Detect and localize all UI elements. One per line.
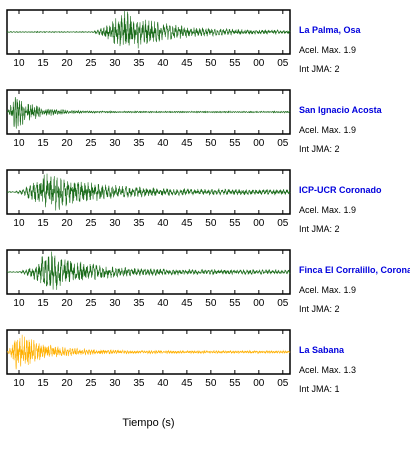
x-tick-label: 15	[37, 218, 49, 229]
int-jma: Int JMA: 2	[299, 304, 340, 314]
x-tick-label: 20	[61, 298, 73, 309]
x-tick-label: 45	[181, 138, 193, 149]
x-tick-label: 05	[277, 378, 289, 389]
x-tick-label: 25	[85, 298, 97, 309]
x-tick-label: 15	[37, 58, 49, 69]
x-tick-label: 00	[253, 58, 265, 69]
acel-max: Acel. Max. 1.9	[299, 205, 356, 215]
panel-0: 10 15 20 25 30 35 40 45 50 55 00 05 La Palma, Osa Ace…	[6, 9, 362, 74]
x-tick-label: 05	[277, 58, 289, 69]
x-tick-label: 15	[37, 138, 49, 149]
station-name: San Ignacio Acosta	[299, 105, 383, 115]
x-tick-label: 55	[229, 58, 241, 69]
x-tick-label: 15	[37, 378, 49, 389]
x-tick-label: 15	[37, 298, 49, 309]
x-tick-label: 05	[277, 138, 289, 149]
waveform-series-2	[6, 173, 291, 211]
x-tick-label: 25	[85, 138, 97, 149]
x-tick-label: 45	[181, 378, 193, 389]
waveform-series-0	[6, 10, 291, 49]
x-tick-label: 20	[61, 138, 73, 149]
x-tick-label: 40	[157, 378, 169, 389]
waveform-series-4	[6, 334, 291, 370]
x-tick-label: 25	[85, 378, 97, 389]
int-jma: Int JMA: 2	[299, 64, 340, 74]
waveform-series-1	[6, 96, 291, 129]
x-tick-label: 30	[109, 298, 121, 309]
x-tick-label: 20	[61, 378, 73, 389]
acel-max: Acel. Max. 1.3	[299, 365, 356, 375]
int-jma: Int JMA: 2	[299, 144, 340, 154]
x-tick-label: 40	[157, 298, 169, 309]
station-name: ICP-UCR Coronado	[299, 185, 382, 195]
waveform-series-3	[6, 251, 291, 290]
x-tick-label: 50	[205, 138, 217, 149]
x-tick-label: 00	[253, 298, 265, 309]
x-tick-label: 30	[109, 58, 121, 69]
x-tick-label: 55	[229, 378, 241, 389]
panel-3: 10 15 20 25 30 35 40 45 50 55 00 05 Finca El Corrali…	[6, 249, 410, 314]
x-tick-label: 50	[205, 218, 217, 229]
x-tick-label: 10	[13, 298, 25, 309]
x-tick-label: 30	[109, 138, 121, 149]
x-tick-label: 25	[85, 218, 97, 229]
x-tick-label: 40	[157, 138, 169, 149]
x-tick-label: 05	[277, 298, 289, 309]
x-tick-label: 10	[13, 58, 25, 69]
x-tick-label: 55	[229, 298, 241, 309]
x-tick-label: 50	[205, 378, 217, 389]
x-tick-label: 50	[205, 58, 217, 69]
panel-1: 10 15 20 25 30 35 40 45 50 55 00 05 San Ignacio Acos…	[6, 89, 383, 154]
x-tick-label: 40	[157, 58, 169, 69]
panel-4: 10 15 20 25 30 35 40 45 50 55 00 05 La Sabana Acel. M…	[6, 329, 356, 394]
x-axis-title: Tiempo (s)	[122, 417, 174, 429]
x-tick-label: 35	[133, 138, 145, 149]
x-tick-label: 55	[229, 138, 241, 149]
x-tick-label: 20	[61, 218, 73, 229]
int-jma: Int JMA: 1	[299, 384, 340, 394]
x-tick-label: 30	[109, 218, 121, 229]
station-name: Finca El Corralillo, Coronado	[299, 265, 410, 275]
panel-frame	[6, 249, 291, 295]
x-tick-label: 45	[181, 218, 193, 229]
x-tick-label: 35	[133, 378, 145, 389]
x-tick-label: 20	[61, 58, 73, 69]
x-tick-label: 50	[205, 298, 217, 309]
x-tick-label: 00	[253, 138, 265, 149]
panel-2: 10 15 20 25 30 35 40 45 50 55 00 05 ICP-UCR Coronado…	[6, 169, 382, 234]
x-tick-label: 55	[229, 218, 241, 229]
acel-max: Acel. Max. 1.9	[299, 285, 356, 295]
station-name: La Sabana	[299, 345, 345, 355]
acel-max: Acel. Max. 1.9	[299, 45, 356, 55]
x-tick-label: 10	[13, 218, 25, 229]
x-tick-label: 05	[277, 218, 289, 229]
x-tick-label: 45	[181, 58, 193, 69]
int-jma: Int JMA: 2	[299, 224, 340, 234]
x-tick-label: 35	[133, 218, 145, 229]
x-tick-label: 40	[157, 218, 169, 229]
x-tick-label: 45	[181, 298, 193, 309]
x-tick-label: 30	[109, 378, 121, 389]
x-tick-label: 10	[13, 378, 25, 389]
x-tick-label: 10	[13, 138, 25, 149]
x-tick-label: 00	[253, 218, 265, 229]
acel-max: Acel. Max. 1.9	[299, 125, 356, 135]
x-tick-label: 25	[85, 58, 97, 69]
x-tick-label: 35	[133, 298, 145, 309]
x-tick-label: 00	[253, 378, 265, 389]
station-name: La Palma, Osa	[299, 25, 362, 35]
x-tick-label: 35	[133, 58, 145, 69]
